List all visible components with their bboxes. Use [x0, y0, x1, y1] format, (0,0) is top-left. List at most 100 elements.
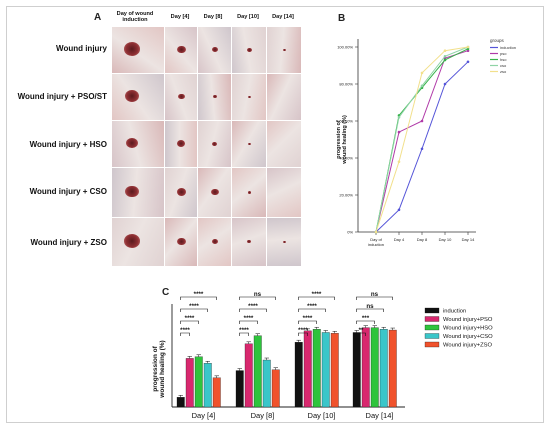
bar: [321, 332, 330, 408]
significance-label: ****: [194, 291, 204, 298]
wound-spot: [176, 188, 186, 196]
significance-bracket: [298, 296, 335, 300]
wound-photo: [232, 121, 266, 167]
significance-bracket: [180, 296, 217, 300]
wound-photo: [232, 218, 266, 266]
wound-photo: [112, 74, 164, 120]
wound-photo: [232, 74, 266, 120]
bar: [361, 327, 370, 408]
wound-photo: [267, 74, 301, 120]
bar: [194, 356, 203, 408]
x-tick-label: Day [8]: [251, 411, 275, 420]
significance-label: ns: [366, 303, 374, 310]
wound-photo: [198, 168, 231, 217]
data-point: [466, 45, 470, 49]
wound-spot: [247, 142, 251, 146]
wound-spot: [247, 240, 251, 244]
bar: [312, 329, 321, 408]
wound-photo: [165, 168, 197, 217]
wound-spot: [176, 237, 186, 246]
legend-swatch: [424, 307, 440, 314]
wound-spot: [124, 234, 140, 248]
legend-label: induction: [443, 309, 466, 315]
legend-label: hso: [500, 57, 507, 62]
series-line: [375, 50, 469, 233]
significance-bracket: [298, 320, 317, 324]
wound-photo: [198, 218, 231, 266]
column-header-day10: Day [10]: [237, 14, 259, 20]
bar: [271, 369, 280, 408]
legend-label: Wound injury+ZSO: [443, 343, 493, 349]
significance-label: ****: [248, 303, 258, 310]
data-point: [443, 58, 447, 62]
data-point: [397, 116, 401, 119]
bar: [370, 327, 379, 408]
wound-photo: [267, 121, 301, 167]
row-label-zso: Wound injury + ZSO: [30, 238, 107, 247]
data-point: [397, 160, 401, 163]
significance-bracket: [356, 308, 384, 312]
column-header-day4: Day [4]: [170, 14, 190, 20]
wound-photo: [267, 168, 301, 217]
y-tick-label: 0%: [347, 230, 353, 235]
wound-spot: [125, 185, 139, 198]
wound-spot: [211, 47, 218, 53]
wound-photo: [165, 74, 197, 120]
wound-photo: [232, 168, 266, 217]
bar: [244, 343, 253, 408]
x-tick-label: Day of: [370, 237, 382, 242]
significance-label: **: [359, 327, 364, 334]
wound-photo: [232, 27, 266, 73]
wound-photo: [198, 121, 231, 167]
x-tick-label: Day 8: [417, 237, 428, 242]
bar: [176, 397, 185, 408]
wound-photo: [198, 74, 231, 120]
panel-b-letter: B: [338, 13, 346, 24]
legend-label: Wound injury+CSO: [443, 334, 493, 340]
legend-label: Wound injury+PSO: [443, 317, 493, 323]
data-point: [420, 147, 424, 151]
wound-spot: [177, 140, 185, 147]
legend-swatch: [424, 333, 440, 339]
bar: [330, 333, 339, 408]
data-point: [443, 54, 447, 58]
wound-photo: [112, 168, 164, 217]
data-point: [420, 84, 424, 88]
significance-label: ns: [371, 291, 379, 298]
wound-photo: [267, 218, 301, 266]
significance-bracket: [180, 308, 208, 312]
legend-label: cso: [500, 63, 507, 68]
wound-spot: [282, 48, 286, 52]
panel-a-letter: A: [94, 12, 102, 23]
x-tick-label: Day 14: [462, 237, 475, 242]
legend-label: zso: [500, 69, 507, 74]
x-tick-label: Day [10]: [308, 411, 336, 420]
wound-spot: [247, 191, 251, 194]
wound-spot: [211, 239, 218, 245]
wound-spot: [246, 47, 252, 52]
line-chart: 0%20.00%40.00%60.00%80.00%100.00%Day ofi…: [336, 38, 516, 247]
bar: [294, 342, 303, 408]
data-point: [466, 47, 470, 51]
legend-swatch: [424, 341, 440, 348]
x-tick-label: Day [4]: [192, 411, 216, 420]
wound-photo: [112, 121, 164, 167]
significance-label: ****: [180, 327, 190, 334]
wound-spot: [210, 188, 219, 196]
significance-label: ****: [303, 315, 313, 322]
significance-bracket: [298, 332, 308, 336]
figure-frame: [6, 6, 544, 423]
bar: [262, 359, 271, 408]
wound-spot: [212, 141, 217, 146]
legend-label: induction: [500, 45, 516, 50]
column-header-day8: Day [8]: [203, 14, 223, 20]
wound-photo: [112, 218, 164, 266]
bar: [253, 335, 262, 408]
significance-bracket: [298, 308, 326, 312]
bar: [303, 330, 312, 408]
wound-spot: [176, 45, 186, 54]
significance-bracket: [356, 296, 393, 300]
significance-label: ns: [254, 291, 262, 298]
row-label-cso: Wound injury + CSO: [29, 187, 107, 196]
data-point: [420, 119, 424, 123]
